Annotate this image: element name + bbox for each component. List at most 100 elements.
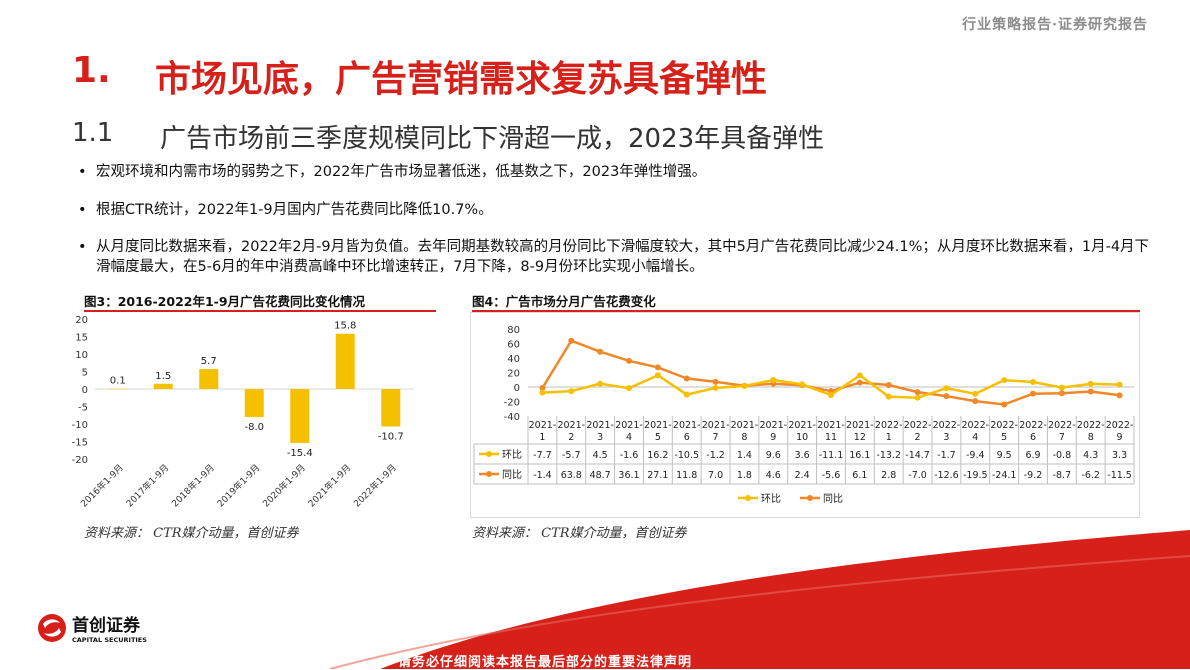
series-point — [1030, 378, 1036, 385]
table-data-cell: -5.6 — [822, 470, 841, 481]
legend-key-marker — [807, 495, 813, 501]
table-data-cell: -11.5 — [1107, 470, 1132, 481]
table-data-cell: 2.4 — [795, 470, 810, 481]
table-data-cell: 48.7 — [590, 470, 611, 481]
table-data-cell: -1.6 — [620, 450, 639, 461]
series-point — [654, 364, 661, 371]
table-category-year: 2021- — [817, 420, 845, 431]
footer-disclaimer: 请务必仔细阅读本报告最后部分的重要法律声明 — [398, 655, 693, 670]
table-category-year: 2022- — [904, 420, 932, 431]
table-data-cell: -24.1 — [992, 470, 1017, 481]
bullet-dot: • — [78, 239, 87, 255]
table-data-cell: -1.4 — [533, 470, 552, 481]
table-category-month: 7 — [713, 432, 719, 443]
table-category-month: 9 — [770, 432, 776, 443]
series-point — [770, 377, 777, 384]
table-data-cell: 1.4 — [737, 450, 752, 461]
table-category-year: 2021- — [673, 420, 701, 431]
bullet-dot: • — [78, 202, 87, 218]
series-point — [856, 379, 863, 386]
table-series-key-marker — [486, 471, 492, 477]
table-category-month: 11 — [825, 432, 837, 443]
table-category-year: 2021- — [788, 420, 816, 431]
series-point — [914, 389, 921, 396]
series-point — [626, 357, 632, 364]
table-data-cell: 9.6 — [766, 450, 781, 461]
line-y-tick-label: 20 — [507, 369, 520, 380]
fig3-title: 图3：2016-2022年1-9月广告花费同比变化情况 — [84, 294, 366, 309]
series-point — [1001, 377, 1008, 384]
series-point — [626, 385, 632, 392]
table-category-month: 8 — [1088, 432, 1094, 443]
fig4-title-rule — [472, 310, 1140, 312]
series-point — [654, 372, 661, 379]
table-data-cell: 16.2 — [647, 450, 668, 461]
table-category-year: 2021- — [529, 420, 557, 431]
series-point — [597, 380, 604, 387]
table-category-month: 9 — [1117, 432, 1123, 443]
table-category-month: 10 — [796, 432, 808, 443]
bar-y-tick-label: -5 — [78, 403, 88, 414]
bar — [335, 333, 355, 389]
table-category-year: 2021- — [759, 420, 787, 431]
bar — [244, 389, 264, 417]
bar — [199, 369, 219, 389]
table-data-cell: -7.0 — [908, 470, 927, 481]
table-data-cell: 3.3 — [1112, 450, 1127, 461]
table-data-cell: -11.1 — [819, 450, 844, 461]
series-point — [885, 381, 892, 388]
series-point — [856, 372, 863, 379]
line-y-tick-label: -20 — [504, 398, 520, 409]
table-category-month: 2 — [915, 432, 921, 443]
bar-y-tick-label: -15 — [72, 438, 88, 449]
series-point — [972, 398, 979, 405]
fig4-source: 资料来源： CTR媒介动量，首创证券 — [472, 526, 687, 541]
table-data-cell: 6.1 — [852, 470, 867, 481]
bar-data-label: 0.1 — [110, 376, 126, 387]
series-point — [943, 385, 950, 392]
table-series-key-marker — [486, 451, 492, 457]
series-point — [683, 375, 690, 382]
bar-data-label: -15.4 — [287, 448, 313, 459]
fig3-source: 资料来源： CTR媒介动量，首创证券 — [84, 526, 299, 541]
series-point — [943, 393, 950, 400]
table-category-month: 5 — [1001, 432, 1007, 443]
logo-cn-text: 首创证券 — [72, 615, 141, 636]
bar — [108, 388, 128, 390]
line-y-tick-label: 40 — [507, 354, 520, 365]
series-point — [1058, 384, 1065, 391]
series-point — [712, 378, 719, 385]
bar-y-tick-label: -20 — [72, 455, 88, 466]
table-data-cell: 63.8 — [561, 470, 582, 481]
table-category-year: 2022- — [933, 420, 961, 431]
table-category-month: 3 — [597, 432, 603, 443]
table-category-month: 12 — [854, 432, 866, 443]
table-data-cell: -9.2 — [1024, 470, 1043, 481]
table-data-cell: 4.3 — [1083, 450, 1098, 461]
series-point — [539, 385, 546, 392]
fig4-title: 图4：广告市场分月广告花费变化 — [472, 294, 656, 309]
table-data-cell: -10.5 — [674, 450, 699, 461]
series-point — [828, 392, 834, 399]
table-data-cell: 3.6 — [795, 450, 810, 461]
table-data-cell: 2.8 — [881, 470, 896, 481]
series-point — [741, 382, 748, 389]
table-category-year: 2021- — [615, 420, 643, 431]
table-data-cell: -1.2 — [706, 450, 725, 461]
bar-data-label: 1.5 — [155, 371, 171, 382]
legend-series-name: 环比 — [761, 493, 781, 505]
bar-y-tick-label: -10 — [72, 420, 88, 431]
bar — [290, 389, 310, 443]
fig3-title-rule — [84, 310, 436, 312]
series-point — [885, 393, 892, 400]
logo-en-text: CAPITAL SECURITIES — [72, 636, 147, 644]
series-point — [1087, 380, 1094, 387]
line-y-tick-label: 80 — [507, 325, 520, 336]
series-point — [914, 394, 921, 401]
series-point — [1116, 381, 1123, 388]
table-data-cell: 11.8 — [676, 470, 697, 481]
table-category-month: 8 — [741, 432, 747, 443]
bullet-text: 宏观环境和内需市场的弱势之下，2022年广告市场显著低迷，低基数之下，2023年… — [96, 164, 707, 180]
table-category-year: 2021- — [846, 420, 874, 431]
table-data-cell: 36.1 — [618, 470, 639, 481]
